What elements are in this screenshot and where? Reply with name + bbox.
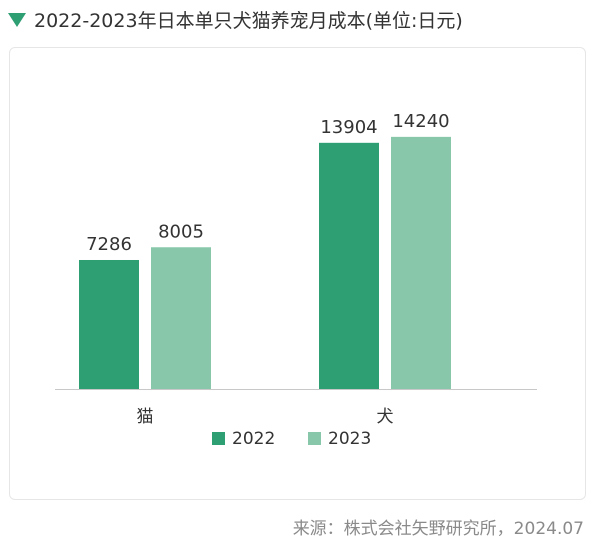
data-label-2023-1: 14240 [392,111,449,132]
bar-2022-1 [319,142,379,389]
legend-label-2022: 2022 [232,429,275,449]
x-tick-label-1: 犬 [377,407,394,427]
triangle-down-icon [8,13,26,27]
bar-2023-0 [151,247,211,389]
chart-title: 2022-2023年日本单只犬猫养宠月成本(单位:日元) [34,9,463,32]
bar-chart: 7286 8005 猫 13904 14240 犬 2022 2023 [55,111,537,449]
legend-swatch-2022 [212,432,225,445]
legend-label-2023: 2023 [328,429,371,449]
chart-header: 2022-2023年日本单只犬猫养宠月成本(单位:日元) [8,4,463,34]
data-label-2022-0: 7286 [86,234,132,255]
source-note: 来源：株式会社矢野研究所，2024.07 [292,519,584,539]
bar-2022-0 [79,259,139,389]
x-tick-label-0: 猫 [137,407,154,427]
chart-card: 7286 8005 猫 13904 14240 犬 2022 2023 [9,47,586,500]
data-label-2023-0: 8005 [158,221,204,242]
bar-2023-1 [391,136,451,389]
data-label-2022-1: 13904 [320,117,377,138]
legend-swatch-2023 [308,432,321,445]
